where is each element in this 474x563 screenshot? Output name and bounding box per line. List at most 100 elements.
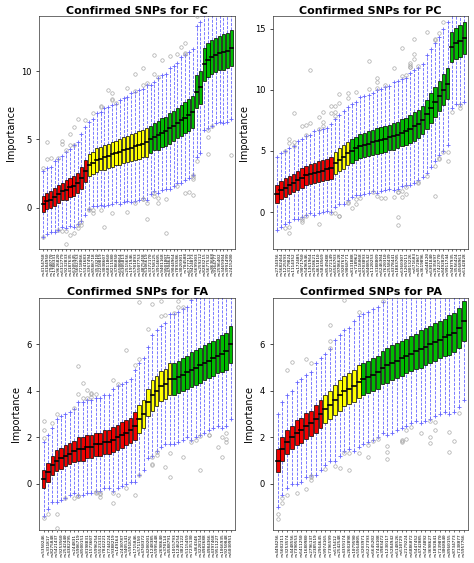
Bar — [317, 162, 320, 182]
Bar — [98, 433, 102, 456]
Bar — [145, 128, 148, 157]
Bar — [295, 420, 299, 445]
Bar — [328, 391, 332, 419]
Bar — [177, 361, 180, 393]
Bar — [207, 343, 210, 378]
Bar — [375, 128, 379, 154]
Bar — [229, 30, 233, 65]
Bar — [337, 149, 341, 171]
Bar — [118, 138, 121, 165]
Bar — [438, 321, 442, 358]
Bar — [151, 381, 154, 410]
Bar — [385, 348, 389, 383]
Bar — [159, 371, 163, 401]
Bar — [191, 96, 194, 128]
Bar — [396, 122, 400, 149]
Title: Confirmed SNPs for FC: Confirmed SNPs for FC — [66, 6, 208, 16]
Bar — [164, 369, 167, 399]
Bar — [450, 32, 454, 62]
Bar — [61, 182, 64, 200]
Bar — [85, 435, 89, 458]
Bar — [111, 427, 115, 453]
Bar — [226, 33, 229, 68]
Bar — [400, 341, 403, 376]
Bar — [314, 405, 318, 433]
Bar — [64, 181, 68, 200]
Bar — [216, 338, 219, 373]
Bar — [153, 123, 156, 150]
Bar — [409, 115, 412, 143]
Bar — [110, 142, 114, 167]
Bar — [222, 34, 225, 70]
Bar — [446, 68, 449, 99]
Bar — [350, 139, 354, 163]
Bar — [114, 141, 118, 166]
Bar — [168, 363, 172, 395]
Bar — [116, 425, 119, 450]
Bar — [91, 152, 94, 173]
Bar — [103, 145, 106, 169]
Bar — [300, 418, 303, 443]
Bar — [183, 102, 187, 133]
Bar — [164, 117, 167, 146]
Bar — [400, 119, 403, 146]
Bar — [367, 131, 370, 156]
Bar — [458, 25, 462, 57]
Bar — [285, 430, 289, 454]
Bar — [68, 178, 72, 197]
Bar — [388, 124, 391, 150]
Bar — [133, 412, 137, 440]
Bar — [180, 105, 183, 136]
Bar — [42, 195, 45, 212]
Bar — [304, 413, 308, 439]
Bar — [181, 358, 184, 391]
Bar — [160, 118, 164, 147]
Bar — [76, 173, 79, 194]
Bar — [309, 164, 312, 184]
Bar — [55, 450, 58, 471]
Bar — [347, 373, 351, 404]
Title: Confirmed SNPs for FA: Confirmed SNPs for FA — [66, 287, 208, 297]
Bar — [371, 358, 375, 391]
Bar — [141, 130, 145, 157]
Bar — [342, 376, 346, 406]
Y-axis label: Importance: Importance — [244, 386, 254, 442]
Bar — [409, 336, 413, 371]
Bar — [290, 426, 294, 449]
Bar — [442, 74, 445, 105]
Bar — [419, 330, 423, 368]
Bar — [218, 36, 221, 70]
Bar — [304, 166, 308, 185]
Bar — [363, 133, 366, 157]
Bar — [300, 168, 304, 187]
Bar — [214, 38, 217, 72]
Bar — [103, 430, 106, 454]
Bar — [337, 381, 342, 410]
Bar — [176, 108, 179, 138]
Bar — [51, 456, 54, 475]
Bar — [137, 131, 141, 159]
Bar — [46, 193, 48, 209]
Bar — [156, 121, 160, 150]
Bar — [203, 48, 206, 81]
Bar — [77, 437, 80, 461]
Bar — [64, 445, 67, 466]
Bar — [275, 185, 279, 203]
Bar — [462, 301, 465, 341]
Bar — [362, 363, 365, 395]
Bar — [94, 433, 98, 456]
Bar — [172, 363, 176, 395]
Bar — [390, 346, 394, 381]
Bar — [42, 470, 46, 489]
Bar — [443, 319, 447, 356]
Bar — [457, 309, 461, 348]
Bar — [412, 113, 416, 141]
Bar — [57, 185, 60, 203]
Bar — [46, 463, 50, 481]
Bar — [358, 134, 362, 158]
Bar — [452, 313, 456, 352]
Bar — [417, 110, 420, 138]
Bar — [357, 365, 361, 398]
Bar — [414, 334, 418, 369]
Bar — [142, 400, 146, 428]
